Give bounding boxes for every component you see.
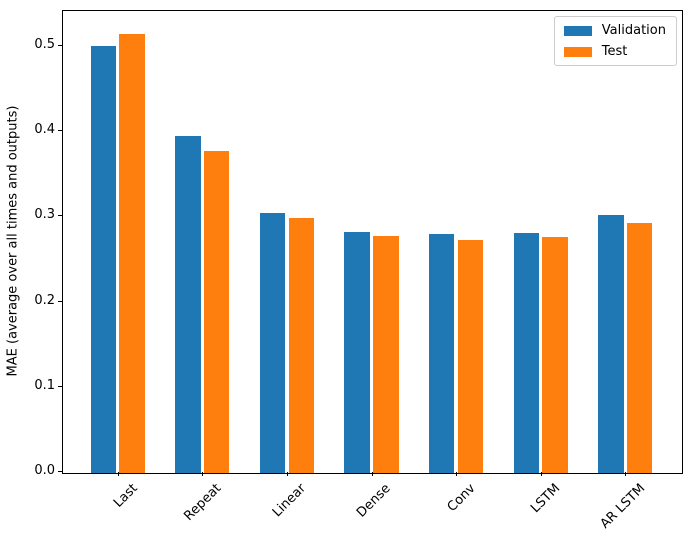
y-tick-label-0.1: 0.1	[34, 377, 55, 393]
bar-validation-dense	[344, 231, 370, 473]
bar-validation-linear	[259, 213, 286, 473]
y-tick-mark-0.5	[58, 45, 62, 47]
bar-test-linear	[288, 218, 314, 473]
x-tick-mark-linear	[286, 472, 288, 476]
bar-test-dense	[373, 236, 399, 473]
legend: Validation Test	[553, 16, 677, 66]
x-tick-mark-dense	[371, 472, 373, 476]
x-tick-mark-repeat	[202, 472, 204, 476]
bar-validation-ar-lstm	[598, 214, 624, 473]
y-tick-label-0.0: 0.0	[34, 463, 55, 478]
bar-validation-repeat	[175, 135, 201, 473]
bar-test-repeat	[203, 151, 230, 473]
bar-validation-last	[90, 46, 116, 473]
y-tick-label-0.2: 0.2	[34, 292, 55, 308]
y-tick-mark-0.2	[58, 300, 62, 302]
bar-test-last	[119, 34, 145, 473]
bars-layer	[63, 11, 682, 473]
legend-swatch-validation	[563, 25, 592, 36]
x-tick-label-linear: Linear	[270, 481, 310, 521]
y-tick-mark-0.1	[58, 385, 62, 387]
bar-test-lstm	[542, 237, 568, 473]
plot-area: Validation Test	[62, 10, 683, 474]
y-tick-label-0.4: 0.4	[34, 122, 55, 138]
legend-label-validation: Validation	[601, 23, 666, 38]
y-tick-mark-0.4	[58, 130, 62, 132]
x-tick-label-conv: Conv	[444, 481, 479, 515]
y-tick-label-0.5: 0.5	[34, 37, 55, 53]
x-tick-mark-conv	[456, 472, 458, 476]
y-tick-mark-0.3	[58, 215, 62, 217]
x-tick-label-repeat: Repeat	[181, 481, 225, 524]
bar-test-conv	[457, 240, 484, 473]
y-axis-label: MAE (average over all times and outputs)	[5, 105, 21, 377]
bar-validation-lstm	[513, 232, 540, 473]
x-tick-label-ar-lstm: AR LSTM	[597, 481, 649, 532]
y-tick-label-0.3: 0.3	[34, 207, 55, 223]
x-tick-label-last: Last	[110, 481, 141, 511]
bar-validation-conv	[429, 234, 455, 473]
x-tick-mark-ar-lstm	[625, 472, 627, 476]
x-tick-mark-last	[117, 472, 119, 476]
bar-test-ar-lstm	[627, 223, 653, 473]
legend-entry-test: Test	[563, 44, 666, 59]
x-tick-label-lstm: LSTM	[528, 481, 564, 517]
legend-label-test: Test	[601, 44, 628, 59]
legend-entry-validation: Validation	[563, 23, 666, 38]
y-tick-mark-0.0	[58, 471, 62, 472]
x-tick-label-dense: Dense	[354, 481, 395, 521]
x-tick-mark-lstm	[540, 472, 542, 476]
legend-swatch-test	[563, 46, 592, 57]
